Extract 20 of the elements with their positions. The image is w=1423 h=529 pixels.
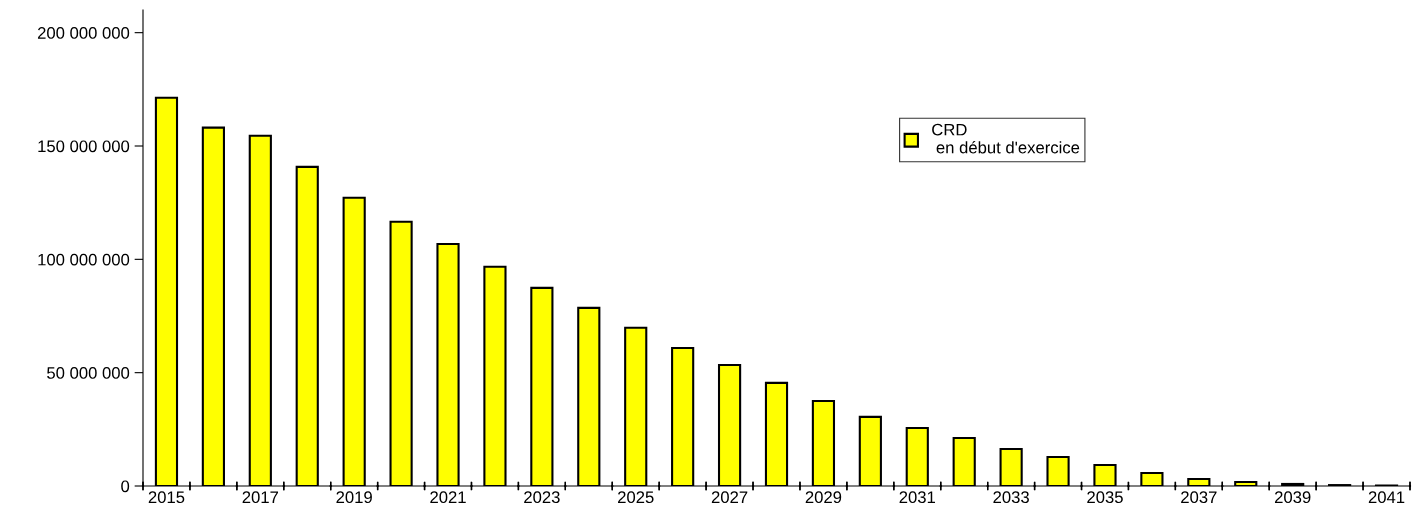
x-tick-label: 2029 xyxy=(805,491,842,504)
y-tick-label: 200 000 000 xyxy=(37,27,130,39)
legend-label: CRD en début d'exercice xyxy=(932,123,1080,154)
y-tick-label: 0 xyxy=(121,480,130,493)
x-tick-label: 2019 xyxy=(336,491,372,504)
x-tick-label: 2031 xyxy=(899,491,935,504)
x-tick-label: 2017 xyxy=(242,491,279,504)
x-tick-label: 2027 xyxy=(711,491,748,504)
x-tick-label: 2025 xyxy=(618,491,654,504)
y-tick-label: 150 000 000 xyxy=(38,140,130,153)
x-tick-label: 2021 xyxy=(430,491,466,504)
x-tick-label: 2023 xyxy=(524,491,560,504)
y-tick-label: 50 000 000 xyxy=(47,367,130,379)
x-tick-label: 2015 xyxy=(148,491,185,504)
x-tick-label: 2037 xyxy=(1181,491,1217,504)
y-tick-label: 100 000 000 xyxy=(38,253,130,266)
x-tick-label: 2039 xyxy=(1274,491,1311,504)
x-tick-label: 2035 xyxy=(1087,491,1123,504)
x-tick-label: 2033 xyxy=(993,491,1029,504)
x-tick-label: 2041 xyxy=(1368,491,1405,504)
